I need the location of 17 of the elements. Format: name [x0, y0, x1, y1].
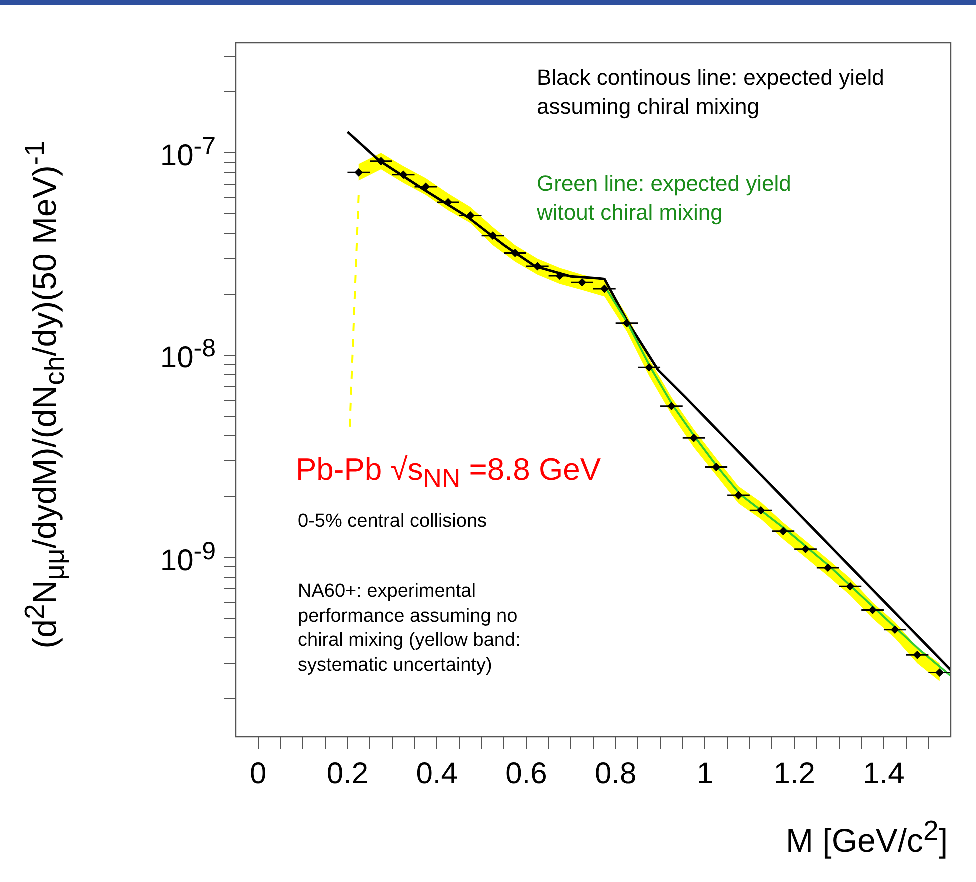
annotation: Black continous line: expected yield assuming chiral mixing [537, 64, 886, 121]
x-tick-label: 1.2 [774, 757, 816, 790]
x-tick-label: 0.6 [506, 757, 548, 790]
annotation: Pb-Pb √s$_{NN}$ =8.8 GeV [292, 450, 606, 497]
annotation: NA60+: experimental performance assuming no chiral mixing (yellow band: systematic uncertainty) [298, 580, 522, 678]
annotation: Green line: expected yield witout chiral mixing [537, 170, 792, 227]
x-tick-label: 0 [250, 757, 267, 790]
y-tick-label: 10$^{-8}$ [160, 334, 216, 376]
x-axis-title: M [GeV/c$^{2}$] [786, 815, 948, 860]
y-tick-label: 10$^{-7}$ [160, 132, 216, 174]
x-tick-label: 0.8 [594, 757, 637, 790]
x-tick-label: 0.4 [416, 757, 458, 790]
x-tick-label: 1 [696, 757, 714, 790]
y-tick-label: 10$^{-9}$ [160, 537, 216, 578]
x-tick-label: 1.4 [863, 757, 905, 790]
annotation: 0-5% central collisions [298, 510, 488, 534]
x-tick-label: 0.2 [326, 757, 369, 790]
